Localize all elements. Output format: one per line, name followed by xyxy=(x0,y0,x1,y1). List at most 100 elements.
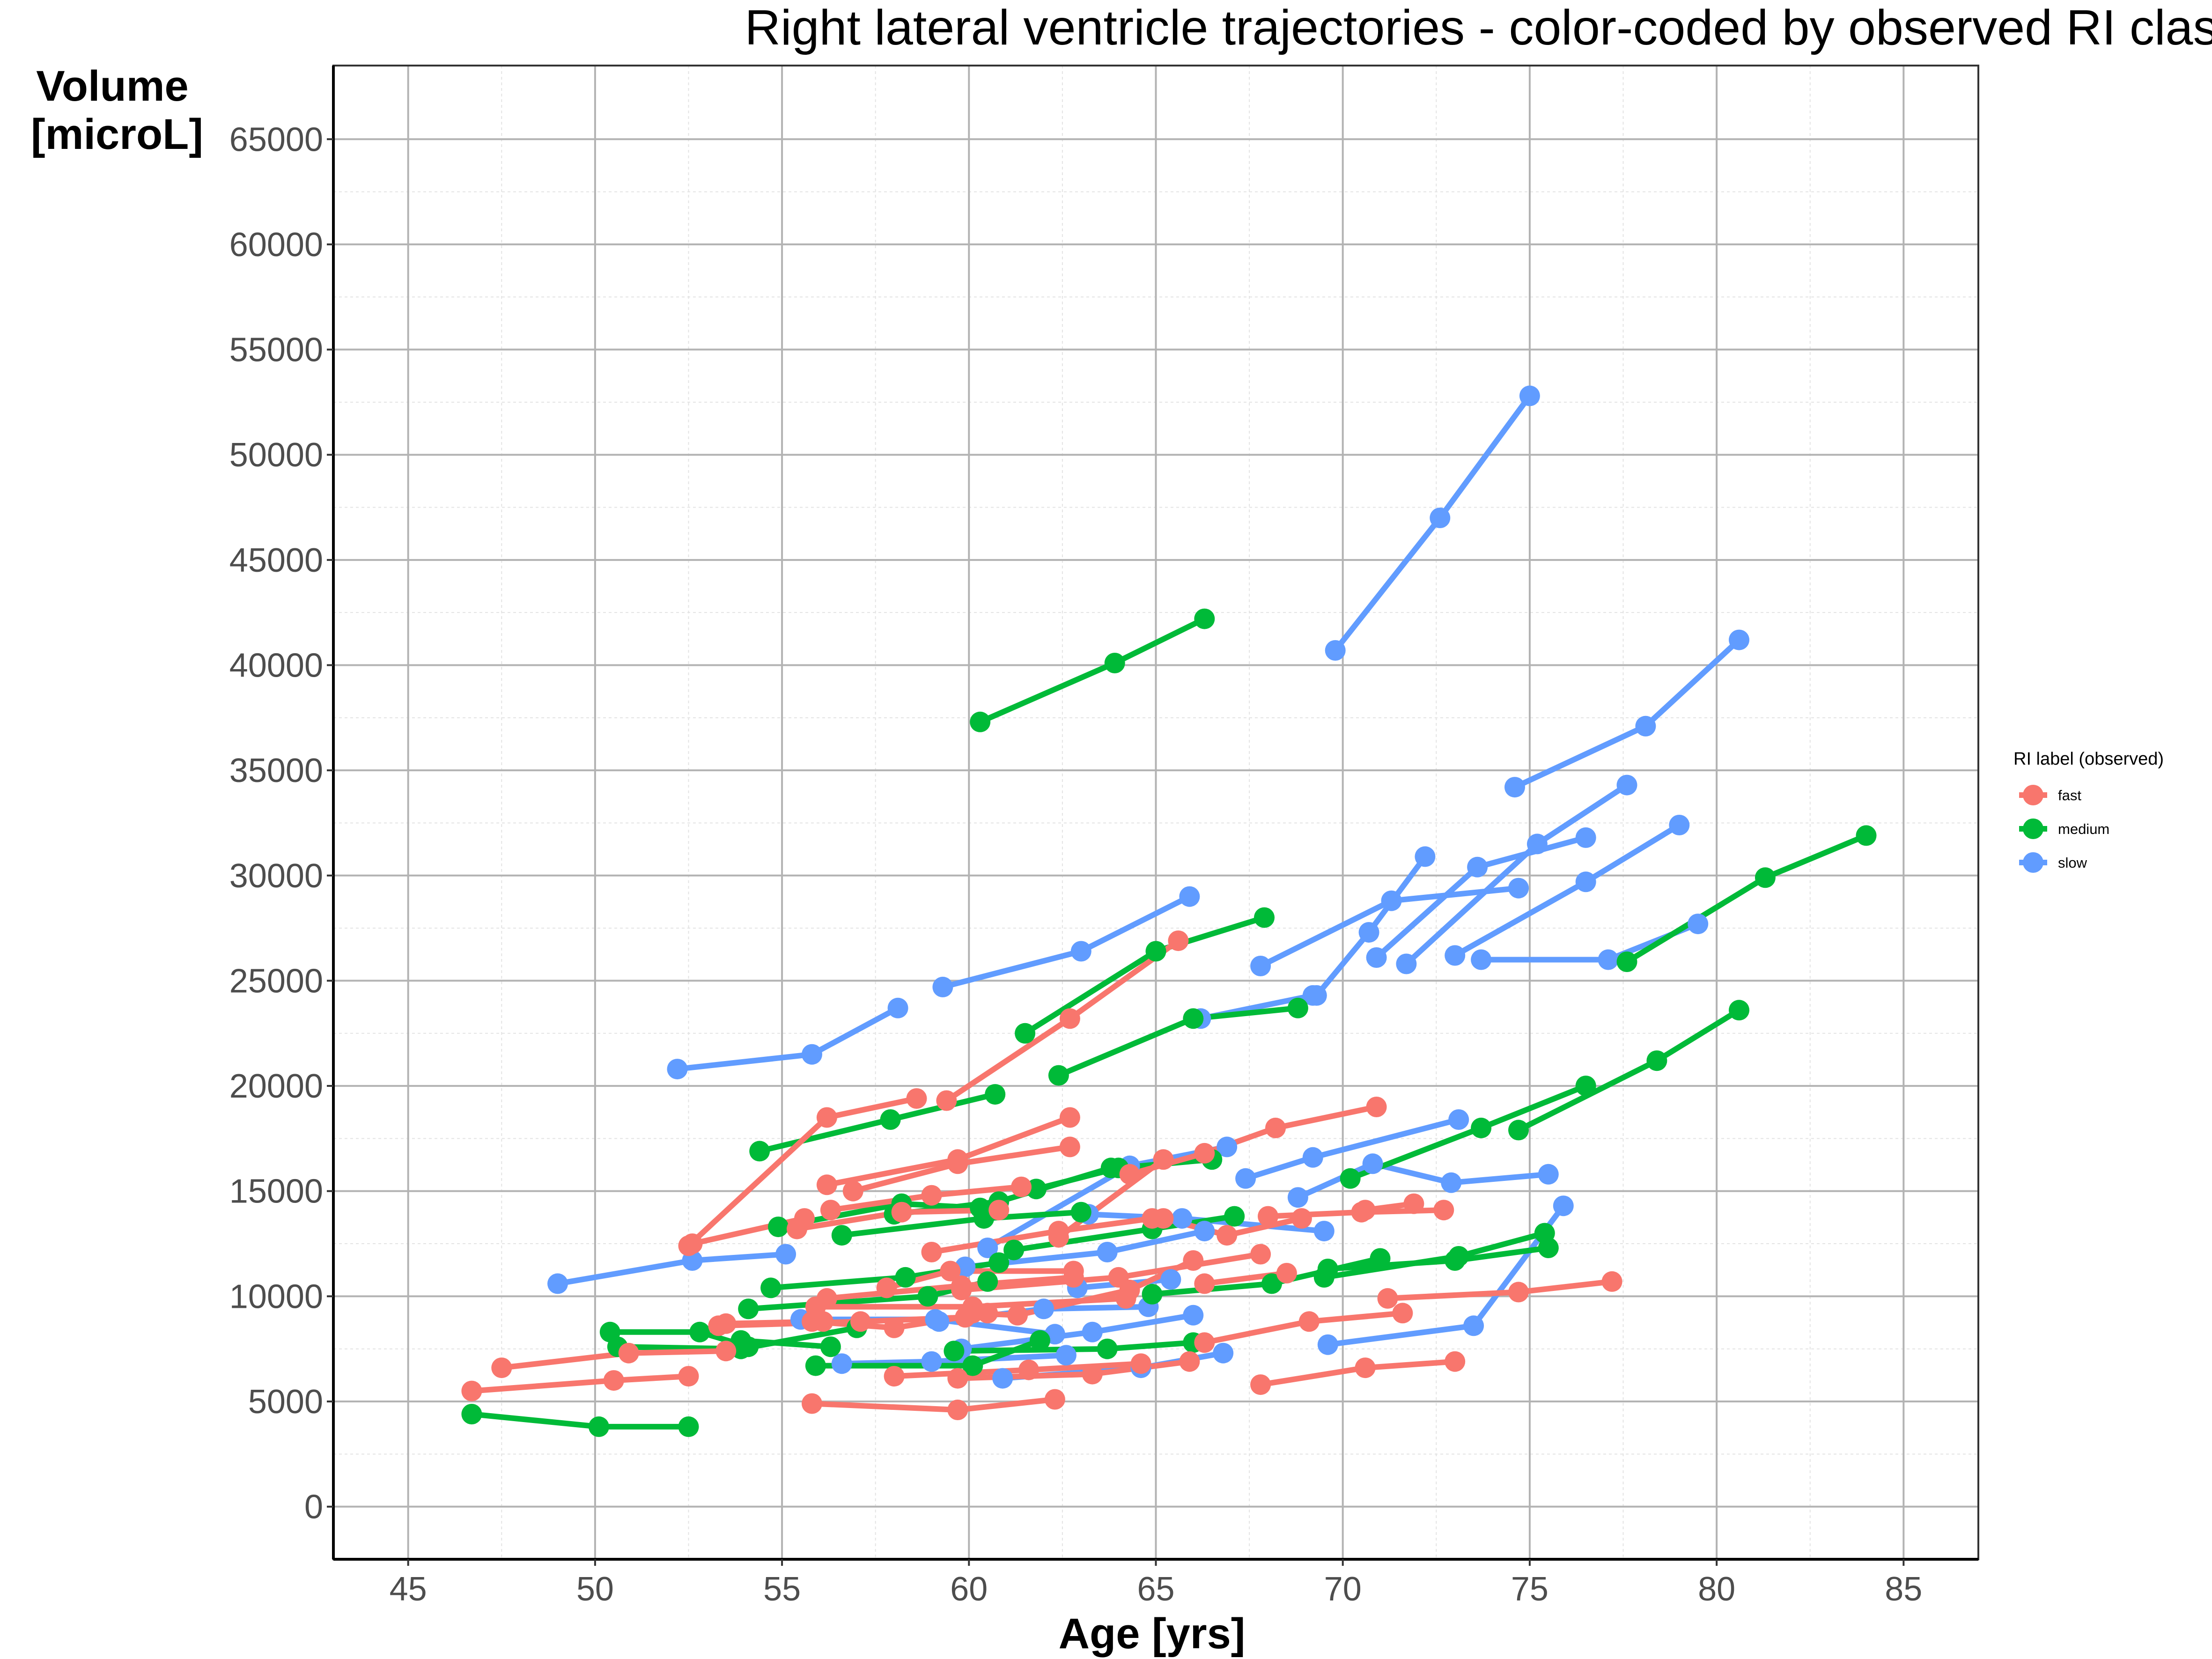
data-point-medium xyxy=(689,1321,710,1342)
data-point-slow xyxy=(992,1368,1013,1389)
data-point-fast xyxy=(682,1233,703,1254)
legend-key-point-medium xyxy=(2023,818,2043,839)
data-point-fast xyxy=(1018,1359,1039,1380)
y-tick-label: 55000 xyxy=(229,332,323,369)
y-tick-label: 25000 xyxy=(229,962,323,1000)
data-point-medium xyxy=(461,1404,482,1424)
data-point-slow xyxy=(1575,827,1596,848)
data-point-medium xyxy=(831,1225,852,1246)
data-point-slow xyxy=(831,1353,852,1374)
y-tick-label: 5000 xyxy=(248,1383,323,1421)
data-point-slow xyxy=(932,976,953,997)
data-point-slow xyxy=(1250,956,1271,976)
data-point-fast xyxy=(884,1317,905,1338)
data-point-medium xyxy=(1142,1283,1163,1305)
x-tick-label: 65 xyxy=(1137,1571,1174,1608)
x-tick-label: 70 xyxy=(1324,1571,1362,1608)
data-point-fast xyxy=(1082,1364,1103,1385)
data-point-fast xyxy=(816,1174,837,1195)
data-point-medium xyxy=(1254,907,1275,928)
data-point-fast xyxy=(1059,1107,1080,1128)
data-point-slow xyxy=(925,1309,946,1330)
data-point-fast xyxy=(1048,1221,1069,1242)
data-point-slow xyxy=(1519,385,1540,406)
data-point-slow xyxy=(1302,985,1323,1006)
data-point-slow xyxy=(1669,815,1690,835)
data-point-fast xyxy=(1194,1273,1215,1294)
data-point-slow xyxy=(1445,945,1466,966)
data-point-slow xyxy=(1358,922,1379,943)
data-point-fast xyxy=(936,1090,957,1111)
data-point-fast xyxy=(812,1311,833,1332)
data-point-medium xyxy=(973,1208,995,1229)
data-point-slow xyxy=(1553,1195,1574,1217)
data-point-fast xyxy=(1250,1374,1271,1395)
data-point-slow xyxy=(1194,1221,1215,1242)
data-point-medium xyxy=(1317,1259,1338,1279)
data-point-fast xyxy=(794,1208,815,1229)
data-point-fast xyxy=(1059,1008,1080,1029)
data-point-fast xyxy=(491,1357,512,1379)
x-tick-label: 60 xyxy=(950,1571,988,1608)
data-point-fast xyxy=(1601,1271,1622,1292)
data-point-slow xyxy=(547,1273,568,1294)
data-point-medium xyxy=(944,1341,965,1362)
data-point-slow xyxy=(1729,629,1749,650)
data-point-fast xyxy=(1276,1263,1297,1283)
data-point-medium xyxy=(1729,1000,1749,1021)
data-point-medium xyxy=(820,1336,841,1357)
data-point-fast xyxy=(1403,1193,1424,1214)
data-point-fast xyxy=(802,1393,822,1414)
data-point-medium xyxy=(1100,1158,1121,1179)
data-point-fast xyxy=(947,1153,968,1174)
data-point-slow xyxy=(1366,947,1387,968)
data-point-fast xyxy=(618,1342,639,1364)
data-point-fast xyxy=(603,1370,624,1391)
x-tick-label: 80 xyxy=(1698,1571,1735,1608)
legend-key-point-slow xyxy=(2023,852,2043,873)
data-point-medium xyxy=(1471,1117,1492,1138)
data-point-medium xyxy=(1104,653,1125,673)
data-point-fast xyxy=(850,1311,871,1332)
legend-title: RI label (observed) xyxy=(2013,749,2164,769)
series-line-slow xyxy=(1295,1161,1551,1201)
data-point-slow xyxy=(1235,1168,1256,1189)
data-point-fast xyxy=(1011,1176,1032,1197)
legend-label-medium: medium xyxy=(2058,821,2109,837)
series-line-fast xyxy=(1055,1157,1166,1240)
legend-entries: fast medium slow xyxy=(2019,785,2109,873)
data-point-slow xyxy=(1526,833,1548,855)
data-point-slow xyxy=(1430,508,1451,528)
y-tick-label: 40000 xyxy=(229,647,323,684)
y-tick-label: 35000 xyxy=(229,752,323,789)
data-point-fast xyxy=(962,1303,983,1324)
data-point-medium xyxy=(880,1109,901,1130)
data-point-slow xyxy=(1213,1342,1234,1364)
data-point-fast xyxy=(1168,930,1189,951)
data-point-slow xyxy=(1160,1269,1181,1290)
data-point-fast xyxy=(715,1313,737,1334)
tick-labels: 45 50 55 60 65 70 75 80 85 0 5000 10000 15000 20000 25… xyxy=(229,121,1923,1608)
data-point-slow xyxy=(1070,941,1091,962)
data-point-fast xyxy=(988,1200,1010,1221)
data-point-fast xyxy=(1063,1267,1084,1288)
data-point-medium xyxy=(977,1271,998,1292)
data-point-fast xyxy=(940,1261,961,1282)
y-tick-label: 20000 xyxy=(229,1068,323,1105)
data-point-fast xyxy=(816,1288,837,1309)
data-point-slow xyxy=(1217,1136,1238,1158)
data-point-medium xyxy=(1340,1168,1361,1189)
data-point-fast xyxy=(678,1366,699,1387)
data-point-medium xyxy=(1261,1273,1282,1294)
data-point-fast xyxy=(842,1180,863,1202)
data-point-slow xyxy=(1172,1208,1193,1229)
data-point-slow xyxy=(1635,715,1656,737)
data-point-slow xyxy=(1362,1153,1383,1174)
x-tick-label: 55 xyxy=(763,1571,801,1608)
data-point-slow xyxy=(1471,949,1492,970)
data-point-fast xyxy=(1265,1117,1286,1138)
y-axis-label-line-2: [microL] xyxy=(31,111,203,158)
data-point-slow xyxy=(1504,777,1525,798)
data-point-slow xyxy=(667,1059,688,1080)
